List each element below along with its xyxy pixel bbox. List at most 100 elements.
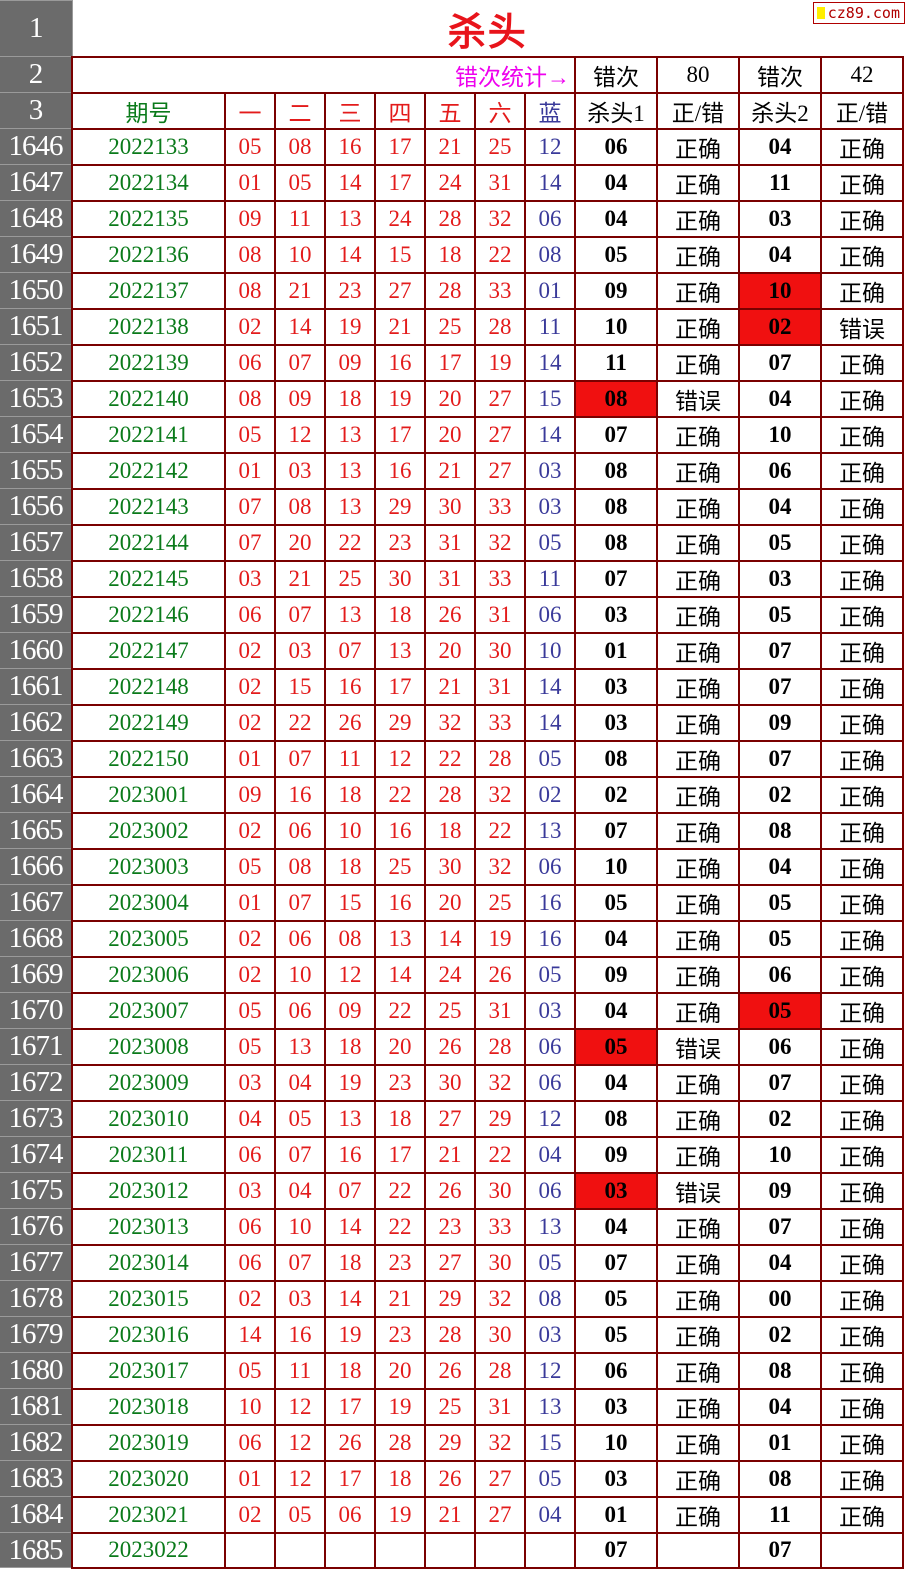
red-ball-cell[interactable]: 31: [474, 991, 526, 1030]
red-ball-cell[interactable]: 21: [374, 1279, 426, 1318]
result2-cell[interactable]: 正确: [820, 703, 904, 742]
kill1-cell[interactable]: 03: [574, 667, 658, 706]
kill2-cell[interactable]: 07: [738, 739, 822, 778]
blue-ball-cell[interactable]: 05: [524, 523, 576, 562]
blue-ball-cell[interactable]: 14: [524, 703, 576, 742]
row-header[interactable]: 1649: [0, 236, 73, 273]
result1-cell[interactable]: 正确: [656, 1279, 740, 1318]
kill1-cell[interactable]: 10: [574, 1423, 658, 1462]
row-header[interactable]: 1664: [0, 776, 73, 813]
red-ball-cell[interactable]: 18: [424, 811, 476, 850]
row-header[interactable]: 1648: [0, 200, 73, 237]
kill2-cell[interactable]: 10: [738, 415, 822, 454]
red-ball-cell[interactable]: 31: [424, 523, 476, 562]
row-header[interactable]: 1668: [0, 920, 73, 957]
red-ball-cell[interactable]: 14: [274, 307, 326, 346]
row-header[interactable]: 1653: [0, 380, 73, 417]
red-ball-cell[interactable]: 17: [324, 1459, 376, 1498]
red-ball-cell[interactable]: 01: [224, 451, 276, 490]
kill2-cell[interactable]: 04: [738, 847, 822, 886]
result1-cell[interactable]: 正确: [656, 775, 740, 814]
blue-ball-cell[interactable]: 14: [524, 163, 576, 202]
result2-cell[interactable]: 正确: [820, 523, 904, 562]
red-ball-cell[interactable]: 07: [224, 487, 276, 526]
red-ball-cell[interactable]: 30: [424, 847, 476, 886]
row-header[interactable]: 1660: [0, 632, 73, 669]
blue-ball-cell[interactable]: 16: [524, 919, 576, 958]
kill1-cell[interactable]: 04: [574, 1207, 658, 1246]
result1-cell[interactable]: 错误: [656, 1171, 740, 1210]
kill1-cell[interactable]: 04: [574, 1063, 658, 1102]
row-header[interactable]: 1646: [0, 128, 73, 165]
kill1-cell[interactable]: 08: [574, 487, 658, 526]
red-ball-cell[interactable]: 14: [324, 1207, 376, 1246]
red-ball-cell[interactable]: 31: [474, 163, 526, 202]
red-ball-cell[interactable]: 30: [474, 1243, 526, 1282]
red-ball-cell[interactable]: 03: [274, 1279, 326, 1318]
issue-cell[interactable]: 2022149: [71, 703, 226, 742]
red-ball-cell[interactable]: 13: [324, 199, 376, 238]
red-ball-cell[interactable]: 33: [474, 559, 526, 598]
row-header[interactable]: 1676: [0, 1208, 73, 1245]
kill2-cell[interactable]: 05: [738, 883, 822, 922]
result1-cell[interactable]: 正确: [656, 703, 740, 742]
red-ball-cell[interactable]: 21: [424, 1135, 476, 1174]
kill1-cell[interactable]: 07: [574, 1531, 658, 1569]
red-ball-cell[interactable]: [424, 1531, 476, 1569]
issue-cell[interactable]: 2023022: [71, 1531, 226, 1569]
red-ball-cell[interactable]: 21: [424, 127, 476, 166]
row-header[interactable]: 1682: [0, 1424, 73, 1461]
issue-cell[interactable]: 2023018: [71, 1387, 226, 1426]
red-ball-cell[interactable]: 22: [374, 775, 426, 814]
result1-cell[interactable]: [656, 1531, 740, 1569]
red-ball-cell[interactable]: 05: [274, 163, 326, 202]
header-ball-1[interactable]: 一: [224, 91, 276, 130]
result1-cell[interactable]: 错误: [656, 379, 740, 418]
kill1-cell[interactable]: 09: [574, 955, 658, 994]
red-ball-cell[interactable]: 27: [374, 271, 426, 310]
kill1-cell[interactable]: 08: [574, 379, 658, 418]
err2-label[interactable]: 错次: [738, 55, 822, 94]
red-ball-cell[interactable]: 28: [474, 1351, 526, 1390]
red-ball-cell[interactable]: 17: [424, 343, 476, 382]
result1-cell[interactable]: 正确: [656, 559, 740, 598]
row-header[interactable]: 2: [0, 56, 73, 93]
result1-cell[interactable]: 正确: [656, 847, 740, 886]
red-ball-cell[interactable]: 13: [324, 487, 376, 526]
red-ball-cell[interactable]: 26: [424, 1459, 476, 1498]
red-ball-cell[interactable]: 12: [274, 1423, 326, 1462]
kill2-cell[interactable]: 09: [738, 1171, 822, 1210]
red-ball-cell[interactable]: 18: [324, 1351, 376, 1390]
red-ball-cell[interactable]: 33: [474, 1207, 526, 1246]
red-ball-cell[interactable]: 03: [274, 631, 326, 670]
result2-cell[interactable]: 正确: [820, 739, 904, 778]
red-ball-cell[interactable]: 19: [374, 379, 426, 418]
result2-cell[interactable]: 正确: [820, 775, 904, 814]
result1-cell[interactable]: 正确: [656, 127, 740, 166]
red-ball-cell[interactable]: 01: [224, 163, 276, 202]
red-ball-cell[interactable]: 07: [274, 883, 326, 922]
kill1-cell[interactable]: 04: [574, 163, 658, 202]
header-ball-5[interactable]: 五: [424, 91, 476, 130]
blue-ball-cell[interactable]: 11: [524, 307, 576, 346]
red-ball-cell[interactable]: 32: [474, 523, 526, 562]
row-header[interactable]: 1651: [0, 308, 73, 345]
red-ball-cell[interactable]: 29: [374, 703, 426, 742]
red-ball-cell[interactable]: 10: [274, 955, 326, 994]
red-ball-cell[interactable]: 16: [324, 1135, 376, 1174]
result2-cell[interactable]: 正确: [820, 1495, 904, 1534]
kill2-cell[interactable]: 07: [738, 1063, 822, 1102]
result2-cell[interactable]: 正确: [820, 1279, 904, 1318]
row-header[interactable]: 1666: [0, 848, 73, 885]
red-ball-cell[interactable]: 25: [474, 883, 526, 922]
red-ball-cell[interactable]: 26: [424, 1171, 476, 1210]
red-ball-cell[interactable]: 25: [424, 991, 476, 1030]
kill1-cell[interactable]: 02: [574, 775, 658, 814]
red-ball-cell[interactable]: 02: [224, 1495, 276, 1534]
blue-ball-cell[interactable]: 06: [524, 595, 576, 634]
red-ball-cell[interactable]: 06: [224, 1423, 276, 1462]
red-ball-cell[interactable]: 19: [324, 1315, 376, 1354]
red-ball-cell[interactable]: 10: [224, 1387, 276, 1426]
kill1-cell[interactable]: 07: [574, 811, 658, 850]
red-ball-cell[interactable]: 27: [474, 1495, 526, 1534]
